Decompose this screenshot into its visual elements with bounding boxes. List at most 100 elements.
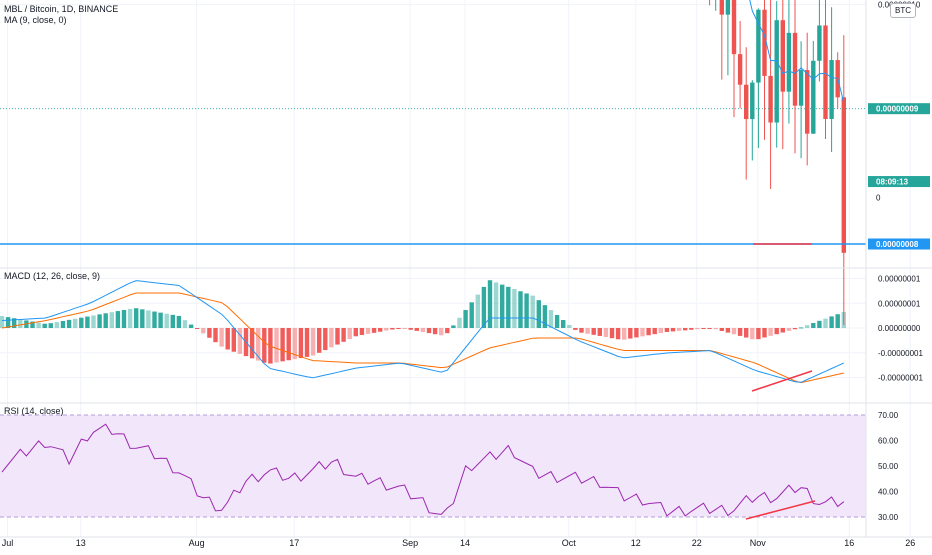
macd-histogram-bar — [73, 318, 78, 328]
rsi-panel — [0, 414, 866, 520]
candle-body — [725, 0, 731, 15]
macd-histogram-bar — [30, 321, 35, 328]
macd-histogram-bar — [469, 302, 474, 328]
macd-histogram-bar — [420, 328, 426, 332]
macd-histogram-bar — [66, 319, 72, 328]
candle-body — [829, 60, 834, 119]
rsi-divergence-trendline — [745, 500, 816, 520]
candle — [744, 47, 749, 180]
macd-histogram-bar — [640, 328, 645, 337]
macd-histogram-bar — [304, 328, 310, 357]
rsi-tick-label: 30.00 — [878, 513, 899, 522]
macd-histogram-bar — [134, 308, 139, 328]
rsi-tick-label: 60.00 — [878, 437, 899, 446]
macd-line — [1, 280, 845, 383]
macd-histogram-bar — [219, 328, 224, 347]
candle-body — [823, 25, 828, 119]
macd-histogram-bar — [524, 293, 529, 328]
macd-histogram-bar — [597, 328, 602, 336]
macd-histogram-bar — [225, 328, 230, 350]
macd-histogram-bar — [792, 328, 798, 330]
macd-histogram-bar — [292, 328, 297, 360]
macd-histogram-bar — [695, 328, 700, 330]
macd-histogram-bar — [719, 328, 724, 331]
macd-histogram-bar — [329, 328, 334, 348]
macd-histogram-bar — [798, 327, 804, 329]
currency-button[interactable]: BTC — [890, 3, 916, 18]
macd-histogram-bar — [500, 284, 505, 328]
candle-body — [786, 32, 792, 92]
macd-histogram-bar — [359, 328, 365, 336]
candle-body — [798, 70, 804, 106]
macd-histogram-bar — [634, 328, 639, 338]
candle — [731, 0, 737, 118]
rsi-tick-label: 40.00 — [878, 488, 899, 497]
macd-histogram-bar — [353, 328, 358, 337]
macd-histogram-bar — [561, 320, 566, 328]
ma-legend: MA (9, close, 0) — [4, 15, 67, 25]
ma-line — [749, 0, 845, 103]
candle-body — [719, 0, 724, 15]
macd-histogram-bar — [170, 314, 175, 328]
macd-histogram-bar — [786, 328, 792, 331]
candle-body — [750, 82, 755, 120]
macd-histogram-bar — [18, 319, 23, 328]
x-tick-label: 12 — [631, 538, 641, 548]
macd-histogram-bar — [262, 328, 267, 363]
macd-histogram-bar — [756, 328, 761, 340]
macd-panel — [0, 280, 846, 392]
axis-zero-label: 0 — [876, 193, 881, 202]
macd-histogram-bar — [518, 291, 523, 328]
macd-histogram-bar — [0, 316, 5, 328]
macd-histogram-bar — [463, 310, 468, 328]
candle-body — [805, 70, 810, 134]
macd-histogram-bar — [762, 328, 767, 338]
macd-histogram-bar — [127, 308, 133, 328]
candle — [762, 0, 767, 140]
macd-histogram-bar — [676, 328, 682, 331]
price-badge-label: 0.00000008 — [876, 240, 919, 249]
macd-histogram-bar — [603, 328, 609, 338]
macd-histogram-bar — [432, 328, 438, 335]
macd-histogram-bar — [176, 315, 182, 328]
macd-histogram-bar — [451, 325, 456, 328]
macd-histogram-bar — [683, 328, 688, 331]
macd-histogram-bar — [414, 328, 419, 331]
macd-histogram-bar — [146, 310, 151, 328]
macd-histogram-bar — [731, 328, 737, 335]
macd-histogram-bar — [829, 316, 834, 328]
macd-histogram-bar — [701, 328, 706, 329]
macd-histogram-bar — [109, 312, 114, 328]
macd-histogram-bar — [408, 328, 413, 330]
macd-histogram-bar — [121, 309, 127, 328]
macd-tick-label: -0.00000001 — [878, 374, 923, 383]
macd-divergence-trendline — [751, 370, 813, 392]
macd-histogram-bar — [664, 328, 670, 332]
macd-histogram-bar — [658, 328, 663, 334]
macd-histogram-bar — [378, 328, 383, 332]
macd-histogram-bar — [341, 328, 346, 342]
macd-histogram-bar — [585, 328, 590, 334]
macd-histogram-bar — [268, 328, 273, 364]
macd-histogram-bar — [42, 323, 47, 328]
macd-histogram-bar — [317, 328, 322, 353]
macd-histogram-bar — [195, 328, 200, 329]
macd-histogram-bar — [426, 328, 432, 334]
macd-histogram-bar — [213, 328, 218, 343]
macd-histogram-bar — [707, 328, 712, 329]
macd-histogram-bar — [140, 309, 145, 328]
x-tick-label: 17 — [289, 538, 299, 548]
macd-histogram-bar — [774, 328, 779, 335]
price-badge — [868, 238, 930, 250]
rsi-band — [0, 415, 866, 517]
macd-histogram-bar — [622, 328, 627, 340]
macd-histogram-bar — [713, 328, 718, 330]
candle — [725, 0, 731, 76]
macd-histogram-bar — [97, 314, 102, 328]
macd-histogram-bar — [310, 328, 316, 356]
rsi-tick-label: 50.00 — [878, 462, 899, 471]
macd-histogram-bar — [201, 328, 206, 334]
candle — [756, 8, 761, 149]
macd-histogram-bar — [347, 328, 352, 340]
